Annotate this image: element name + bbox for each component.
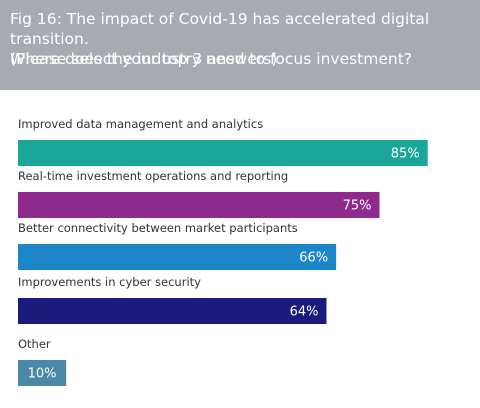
category-label: Improved data management and analytics	[18, 117, 263, 131]
category-label: Real-time investment operations and repo…	[18, 169, 288, 183]
category-label: Other	[18, 337, 51, 351]
value-label: 66%	[299, 251, 328, 266]
chart-title: Fig 16: The impact of Covid-19 has accel…	[10, 10, 430, 68]
bar	[18, 298, 327, 324]
value-label: 10%	[28, 367, 57, 382]
bar	[18, 192, 380, 218]
value-label: 75%	[343, 199, 372, 214]
category-label: Improvements in cyber security	[18, 275, 201, 289]
bar	[18, 244, 337, 270]
chart-subtitle: (Please select your top 3 answers)	[10, 50, 278, 68]
bar	[18, 140, 428, 166]
header	[0, 0, 480, 90]
value-label: 64%	[290, 305, 319, 320]
category-label: Better connectivity between market parti…	[18, 221, 298, 235]
bar	[18, 360, 67, 386]
value-label: 85%	[391, 147, 420, 162]
